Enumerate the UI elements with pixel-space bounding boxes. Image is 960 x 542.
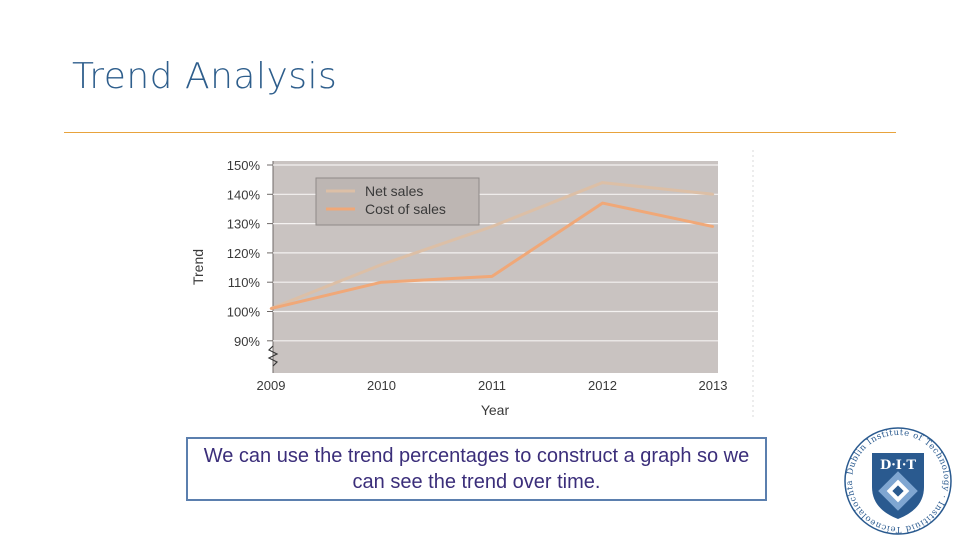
caption-text: We can use the trend percentages to cons… (203, 445, 750, 493)
y-tick-label: 140% (227, 187, 261, 202)
x-tick-label: 2011 (478, 378, 506, 393)
legend-label-net-sales: Net sales (365, 183, 423, 199)
data-point (380, 263, 383, 266)
x-axis-label: Year (481, 402, 510, 418)
data-point (490, 225, 494, 228)
dit-seal-icon: Dublin Institute of Technology · Institi… (838, 416, 952, 535)
y-tick-label: 110% (228, 275, 261, 290)
data-point (601, 181, 604, 184)
y-tick-label: 130% (227, 217, 261, 232)
x-tick-label: 2013 (699, 378, 728, 393)
y-tick-label: 90% (234, 334, 260, 349)
y-tick-label: 120% (227, 246, 261, 261)
y-axis-label: Trend (190, 249, 206, 285)
trend-chart: 150% 140% 130% 120% 110% 100% 90% 2009 2010 2011… (185, 150, 760, 425)
data-point (601, 201, 604, 205)
slide-title: Trend Analysis (72, 56, 338, 97)
x-tick-labels: 2009 2010 2011 2012 2013 (257, 378, 728, 393)
y-axis-break-icon (267, 345, 279, 367)
y-tick-label: 100% (227, 305, 261, 320)
legend-label-cost-of-sales: Cost of sales (365, 201, 446, 217)
legend: Net sales Cost of sales (315, 177, 480, 226)
y-tick-labels: 150% 140% 130% 120% 110% 100% 90% (227, 158, 261, 349)
dit-logo: Dublin Institute of Technology · Institi… (838, 416, 954, 537)
data-point (380, 281, 383, 284)
x-tick-label: 2010 (367, 378, 396, 393)
data-point (711, 225, 715, 228)
legend-box (315, 177, 480, 226)
title-divider (64, 132, 896, 133)
chart-svg: 150% 140% 130% 120% 110% 100% 90% 2009 2010 2011… (190, 150, 754, 420)
data-point (269, 307, 273, 310)
data-point (711, 193, 715, 196)
y-tick-label: 150% (227, 158, 261, 173)
caption-box: We can use the trend percentages to cons… (186, 437, 767, 501)
x-tick-label: 2012 (588, 378, 617, 393)
data-point (490, 275, 494, 278)
series-lines (269, 181, 715, 311)
x-tick-label: 2009 (257, 378, 286, 393)
logo-abbreviation: D·I·T (880, 458, 916, 473)
